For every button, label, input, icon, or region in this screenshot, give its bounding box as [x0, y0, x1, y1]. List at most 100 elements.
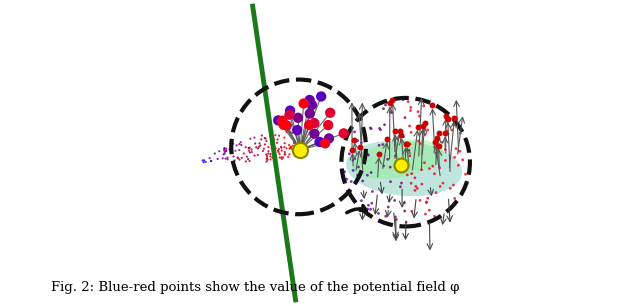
Point: [266, 151, 276, 156]
Point: [348, 158, 358, 163]
Point: [391, 217, 401, 222]
Point: [219, 146, 229, 151]
Point: [283, 155, 293, 159]
Ellipse shape: [353, 139, 444, 179]
Point: [287, 130, 297, 135]
Point: [276, 145, 287, 150]
Point: [249, 135, 259, 140]
Point: [323, 123, 333, 128]
Point: [198, 160, 209, 165]
Point: [232, 155, 243, 160]
Point: [387, 98, 397, 103]
Point: [402, 173, 412, 177]
Point: [427, 103, 437, 108]
Point: [440, 131, 450, 136]
Point: [271, 146, 281, 151]
Point: [289, 140, 299, 145]
Point: [373, 211, 383, 216]
Point: [205, 156, 215, 161]
Point: [400, 115, 410, 120]
Point: [416, 167, 426, 172]
Point: [268, 149, 278, 154]
Point: [285, 130, 295, 135]
Point: [424, 166, 435, 171]
Point: [374, 151, 384, 156]
Point: [292, 128, 302, 132]
Point: [269, 155, 279, 160]
Point: [440, 158, 451, 163]
Point: [445, 186, 456, 191]
Point: [378, 142, 388, 147]
Point: [364, 203, 374, 208]
Point: [221, 148, 231, 153]
Point: [255, 143, 266, 148]
Point: [262, 156, 272, 161]
Point: [234, 147, 244, 152]
Point: [305, 111, 315, 116]
Point: [268, 155, 278, 160]
Point: [405, 108, 415, 113]
Point: [219, 148, 229, 153]
Point: [455, 131, 465, 136]
Point: [383, 157, 393, 162]
Point: [366, 126, 376, 131]
Point: [458, 157, 468, 162]
Point: [381, 100, 392, 105]
Point: [455, 149, 465, 154]
Point: [284, 152, 294, 157]
Point: [244, 150, 255, 155]
Point: [290, 140, 300, 145]
Point: [339, 131, 349, 136]
Point: [412, 186, 422, 191]
Point: [262, 157, 273, 162]
Point: [355, 145, 365, 150]
Point: [453, 163, 463, 168]
Point: [413, 139, 424, 144]
Point: [418, 129, 428, 134]
Point: [424, 208, 435, 213]
Point: [420, 121, 430, 126]
Point: [280, 152, 290, 157]
Point: [218, 156, 228, 161]
Point: [362, 173, 372, 178]
Point: [406, 171, 417, 176]
Point: [268, 144, 278, 149]
Point: [273, 137, 283, 142]
Point: [356, 140, 367, 145]
Point: [451, 146, 461, 151]
Point: [380, 122, 390, 127]
Point: [266, 157, 276, 162]
Point: [273, 148, 283, 153]
Point: [404, 153, 415, 158]
Point: [447, 128, 457, 132]
Point: [274, 133, 284, 138]
Point: [261, 139, 271, 144]
Point: [295, 147, 305, 152]
Point: [356, 198, 367, 203]
Point: [440, 113, 451, 118]
Point: [243, 157, 253, 162]
Point: [227, 143, 237, 148]
Point: [431, 151, 441, 155]
Point: [421, 200, 431, 204]
Point: [417, 182, 427, 187]
Point: [225, 147, 235, 152]
Point: [419, 160, 429, 165]
Point: [349, 156, 360, 161]
Point: [346, 179, 356, 184]
Point: [210, 151, 220, 156]
Point: [406, 209, 417, 214]
Point: [277, 118, 287, 123]
Point: [200, 159, 211, 164]
Point: [443, 131, 453, 136]
Point: [293, 115, 303, 120]
Point: [387, 110, 397, 115]
Point: [431, 190, 441, 195]
Point: [376, 127, 386, 132]
Point: [422, 128, 433, 132]
Point: [261, 159, 271, 164]
Point: [222, 155, 232, 160]
Point: [280, 152, 290, 157]
Point: [430, 140, 440, 145]
Point: [226, 147, 236, 151]
